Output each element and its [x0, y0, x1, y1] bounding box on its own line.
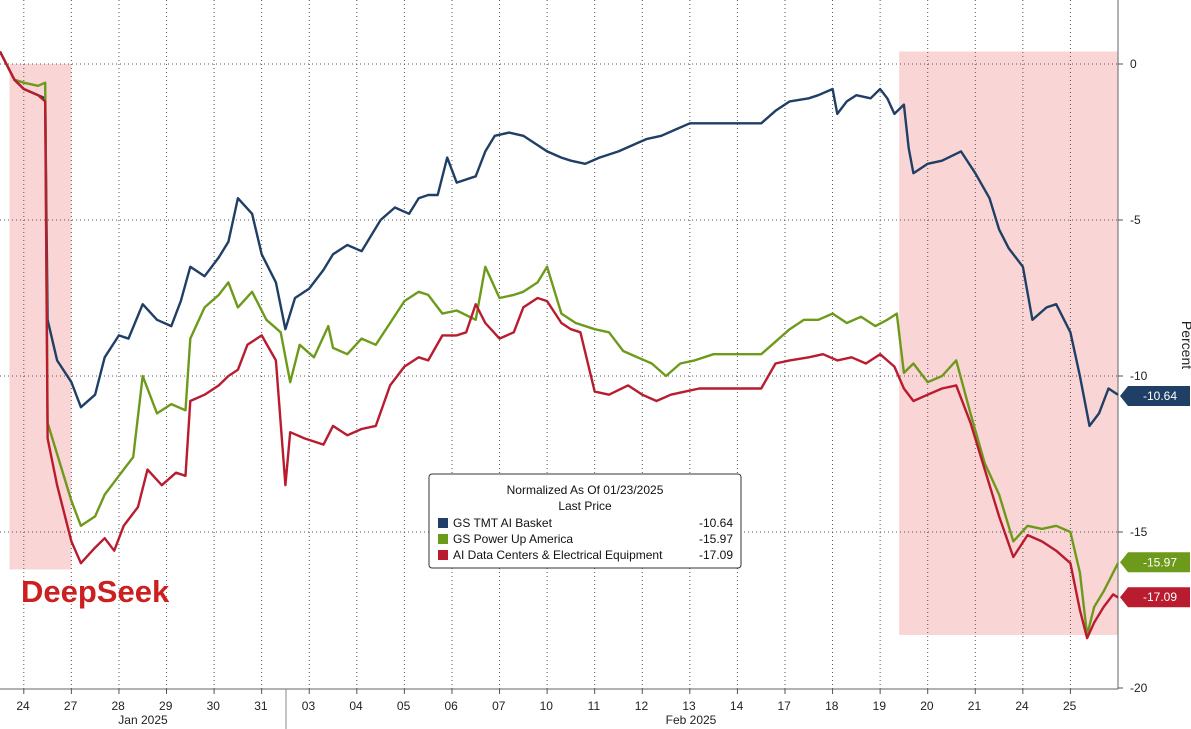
x-tick-label: 07 [492, 699, 506, 713]
legend-series-value: -15.97 [699, 532, 733, 546]
legend-row-0: GS TMT AI Basket -10.64 [438, 516, 733, 530]
legend-swatch [438, 518, 448, 528]
x-tick-label: 11 [588, 699, 601, 713]
legend: Normalized As Of 01/23/2025 Last Price G… [428, 473, 742, 569]
legend-box [428, 473, 742, 569]
x-tick-label: 10 [540, 699, 554, 713]
legend-row-2: AI Data Centers & Electrical Equipment -1… [438, 548, 733, 562]
legend-swatch [438, 534, 448, 544]
tag-value: -15.97 [1143, 555, 1177, 569]
x-tick-label: 18 [825, 699, 839, 713]
x-tick-label: 06 [444, 699, 458, 713]
series-lines [0, 50, 1120, 640]
legend-series-name: AI Data Centers & Electrical Equipment [453, 548, 663, 562]
tag-shape [1120, 552, 1190, 573]
tag-value: -17.09 [1143, 590, 1177, 604]
legend-series-value: -10.64 [699, 516, 733, 530]
tag-shape [1120, 587, 1190, 608]
month-label-jan: Jan 2025 [118, 713, 168, 727]
x-tick-label: 24 [16, 699, 30, 713]
legend-title: Normalized As Of 01/23/2025 [507, 483, 664, 497]
x-tick-label: 21 [968, 699, 982, 713]
y-tick-label: 0 [1130, 57, 1137, 71]
legend-rows: GS TMT AI Basket -10.64 GS Power Up Americ… [438, 516, 733, 562]
x-tick-label: 27 [64, 699, 78, 713]
x-tick-label: 28 [111, 699, 125, 713]
x-tick-label: 31 [254, 699, 268, 713]
y-axis-label: Percent [1179, 321, 1191, 369]
y-axis-ticks: 0 -5 -10 -15 -20 [1118, 57, 1148, 695]
shaded-regions [9, 51, 1118, 635]
x-tick-label: 03 [302, 699, 316, 713]
series-line-2 [0, 50, 1119, 640]
axes [0, 0, 1119, 729]
legend-subtitle: Last Price [558, 499, 612, 513]
y-tick-label: -20 [1130, 681, 1148, 695]
deepseek-annotation: DeepSeek [21, 574, 170, 609]
x-tick-label: 05 [397, 699, 411, 713]
last-value-tags: -10.64 -15.97 -17.09 [1120, 385, 1190, 608]
x-tick-label: 24 [1015, 699, 1029, 713]
tag-value: -10.64 [1143, 389, 1177, 403]
month-label-feb: Feb 2025 [666, 713, 717, 727]
x-tick-label: 17 [778, 699, 792, 713]
x-tick-label: 14 [730, 699, 744, 713]
x-axis-ticks: 24 27 28 29 30 31 03 04 05 06 07 10 11 12 13 14 17 18 19 20… [16, 689, 1077, 713]
legend-swatch [438, 550, 448, 560]
x-tick-label: 04 [349, 699, 363, 713]
x-tick-label: 29 [159, 699, 173, 713]
x-tick-label: 30 [207, 699, 221, 713]
shaded-region-0 [9, 64, 72, 570]
last-value-tag-0: -10.64 [1120, 385, 1190, 406]
shaded-region-1 [899, 51, 1118, 635]
x-tick-label: 13 [682, 699, 696, 713]
tag-shape [1120, 385, 1190, 406]
x-tick-label: 12 [635, 699, 649, 713]
legend-series-name: GS TMT AI Basket [453, 516, 553, 530]
legend-row-1: GS Power Up America -15.97 [438, 532, 733, 546]
legend-series-value: -17.09 [699, 548, 733, 562]
x-tick-label: 20 [920, 699, 934, 713]
y-tick-label: -5 [1130, 213, 1141, 227]
last-value-tag-2: -17.09 [1120, 587, 1190, 608]
x-tick-label: 25 [1063, 699, 1077, 713]
last-value-tag-1: -15.97 [1120, 552, 1190, 573]
legend-series-name: GS Power Up America [453, 532, 573, 546]
y-tick-label: -15 [1130, 525, 1148, 539]
series-line-0 [0, 50, 1119, 428]
series-line-1 [0, 50, 1120, 637]
x-tick-label: 19 [873, 699, 887, 713]
y-tick-label: -10 [1130, 369, 1148, 383]
